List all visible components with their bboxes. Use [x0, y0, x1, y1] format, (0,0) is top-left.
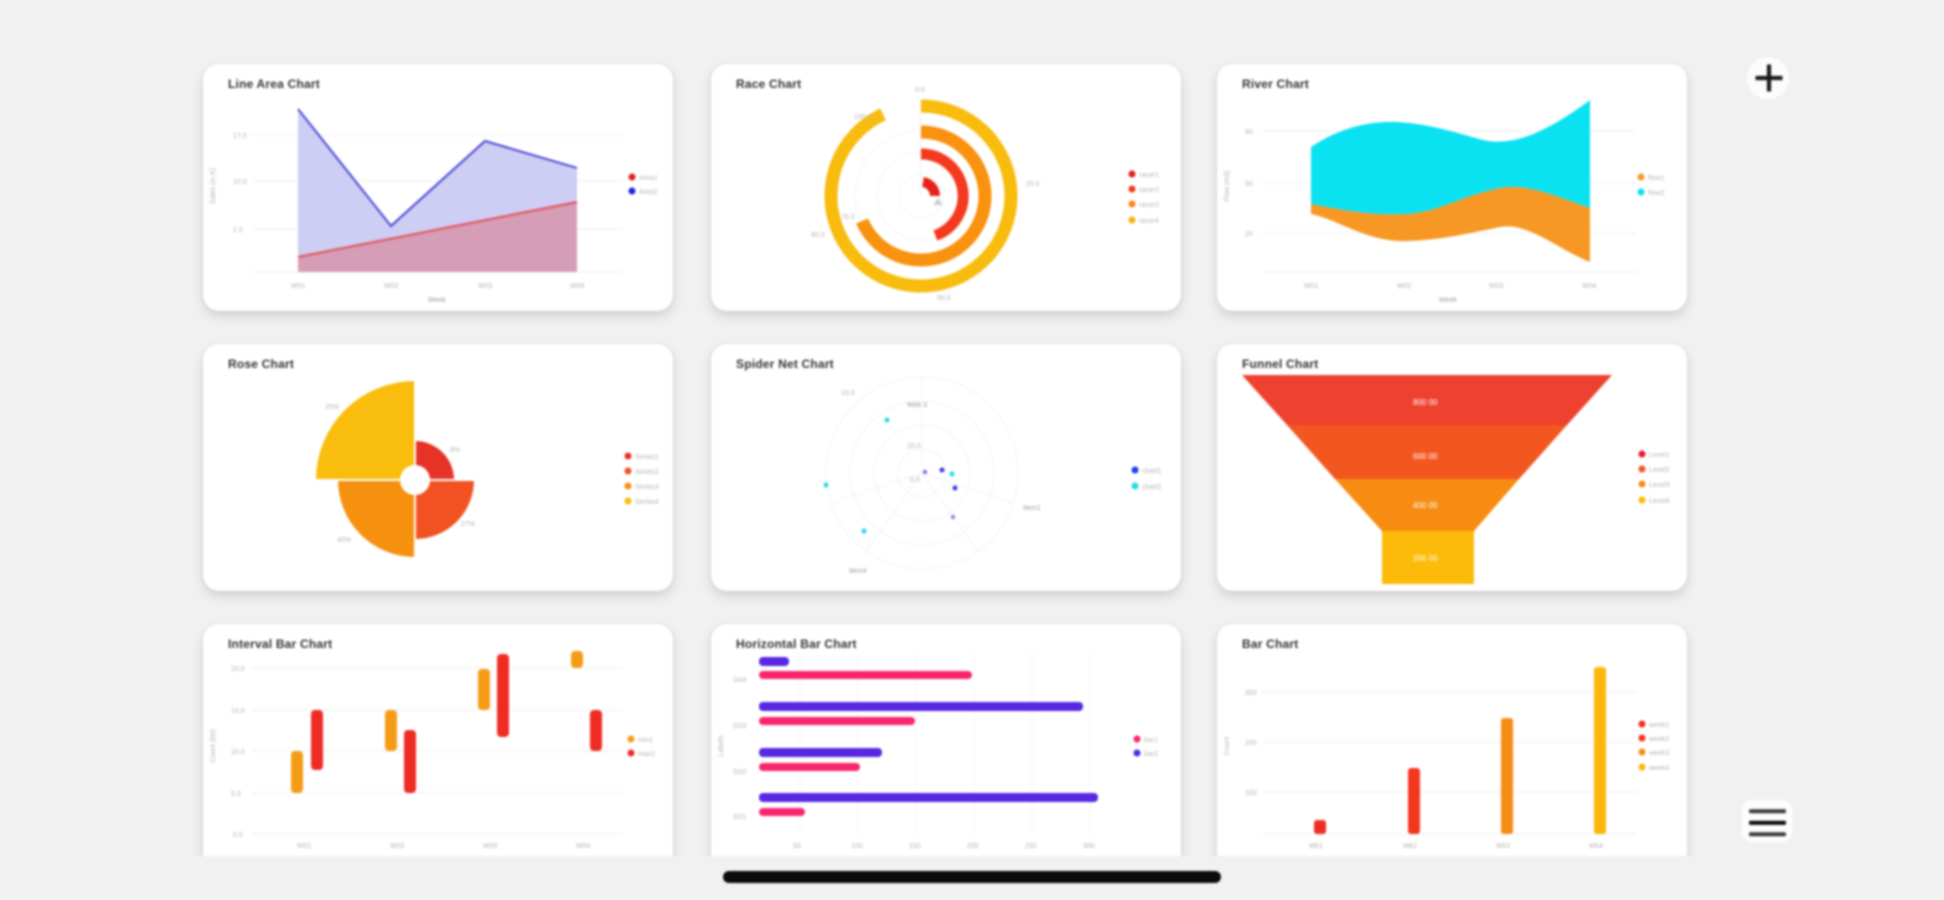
svg-text:27%: 27% — [461, 521, 475, 528]
svg-text:0.0: 0.0 — [910, 477, 920, 484]
svg-text:Wk3: Wk3 — [1496, 843, 1510, 850]
svg-text:600 00: 600 00 — [1413, 452, 1438, 461]
svg-text:Level3: Level3 — [1649, 482, 1670, 489]
svg-text:bar1: bar1 — [1144, 737, 1158, 744]
svg-text:racer2: racer2 — [1139, 187, 1159, 194]
svg-text:Area1: Area1 — [639, 175, 658, 182]
svg-text:17.5: 17.5 — [233, 133, 247, 140]
svg-text:Item1: Item1 — [1023, 505, 1041, 512]
svg-text:5.0: 5.0 — [231, 791, 241, 798]
svg-text:W02: W02 — [384, 283, 399, 290]
svg-text:Item4: Item4 — [849, 568, 867, 575]
svg-text:800 00: 800 00 — [1413, 398, 1438, 407]
svg-text:25%: 25% — [325, 404, 339, 411]
svg-text:W03: W03 — [478, 283, 493, 290]
svg-text:200 00: 200 00 — [1413, 554, 1438, 563]
svg-text:W04: W04 — [576, 843, 591, 850]
svg-text:week1: week1 — [1648, 722, 1669, 729]
svg-text:W03: W03 — [483, 843, 498, 850]
svg-text:W01: W01 — [1304, 283, 1319, 290]
svg-text:100.0: 100.0 — [854, 114, 872, 121]
svg-text:Labels: Labels — [718, 735, 725, 756]
svg-text:W01: W01 — [297, 843, 312, 850]
svg-text:75.0: 75.0 — [841, 214, 855, 221]
svg-text:Week: Week — [1439, 297, 1457, 304]
svg-text:W01: W01 — [291, 283, 306, 290]
svg-text:G01: G01 — [733, 814, 746, 821]
svg-text:100: 100 — [851, 843, 863, 850]
svg-text:Sales (in K): Sales (in K) — [210, 168, 217, 204]
svg-text:200: 200 — [967, 843, 979, 850]
svg-text:400 00: 400 00 — [1413, 501, 1438, 510]
svg-text:Count: Count — [1224, 737, 1231, 756]
svg-text:50: 50 — [793, 843, 801, 850]
svg-text:90.0: 90.0 — [811, 232, 825, 239]
svg-text:40%: 40% — [337, 537, 351, 544]
svg-text:20: 20 — [1245, 231, 1253, 238]
svg-text:max2: max2 — [638, 751, 655, 758]
svg-text:Series3: Series3 — [635, 484, 659, 491]
svg-text:100: 100 — [1245, 790, 1257, 797]
svg-text:0.0: 0.0 — [915, 87, 925, 94]
svg-text:week4: week4 — [1648, 765, 1669, 772]
svg-text:Web 3: Web 3 — [907, 402, 927, 409]
svg-text:Area2: Area2 — [639, 189, 658, 196]
svg-text:week2: week2 — [1648, 736, 1669, 743]
svg-text:Series2: Series2 — [635, 469, 659, 476]
svg-text:Series1: Series1 — [635, 454, 659, 461]
svg-text:20.0: 20.0 — [231, 666, 245, 673]
svg-text:250: 250 — [1025, 843, 1037, 850]
svg-text:8%: 8% — [450, 447, 460, 454]
svg-text:G02: G02 — [733, 769, 746, 776]
svg-text:racer3: racer3 — [1139, 202, 1159, 209]
svg-text:15.0: 15.0 — [231, 708, 245, 715]
svg-text:200: 200 — [1245, 740, 1257, 747]
svg-text:Count (list): Count (list) — [210, 729, 217, 763]
svg-text:2.5: 2.5 — [233, 227, 243, 234]
svg-text:300: 300 — [1245, 690, 1257, 697]
svg-text:min1: min1 — [638, 737, 653, 744]
svg-text:week3: week3 — [1648, 750, 1669, 757]
svg-text:10.0: 10.0 — [841, 390, 855, 397]
svg-text:W02: W02 — [390, 843, 405, 850]
svg-text:G03: G03 — [733, 723, 746, 730]
svg-text:10.0: 10.0 — [233, 179, 247, 186]
svg-text:W03: W03 — [1489, 283, 1504, 290]
svg-text:Week: Week — [428, 297, 446, 304]
svg-text:300: 300 — [1083, 843, 1095, 850]
svg-text:50: 50 — [1245, 181, 1253, 188]
svg-text:Wk4: Wk4 — [1589, 843, 1603, 850]
svg-text:Flow (m3): Flow (m3) — [1224, 170, 1231, 201]
svg-text:bar2: bar2 — [1144, 751, 1158, 758]
svg-text:W02: W02 — [1397, 283, 1412, 290]
svg-text:W04: W04 — [1582, 283, 1597, 290]
svg-text:racer1: racer1 — [1139, 172, 1159, 179]
svg-text:10.0: 10.0 — [231, 749, 245, 756]
svg-text:Level1: Level1 — [1649, 452, 1670, 459]
svg-text:20.0: 20.0 — [907, 443, 921, 450]
svg-text:Wk1: Wk1 — [1309, 843, 1323, 850]
svg-text:Level4: Level4 — [1649, 498, 1670, 505]
svg-text:0.0: 0.0 — [233, 832, 243, 839]
svg-text:racer4: racer4 — [1139, 218, 1159, 225]
svg-text:Level2: Level2 — [1649, 467, 1670, 474]
svg-text:chart2: chart2 — [1142, 484, 1162, 491]
svg-text:flow1: flow1 — [1648, 175, 1664, 182]
svg-text:chart1: chart1 — [1142, 468, 1162, 475]
svg-text:25.0: 25.0 — [1026, 181, 1040, 188]
svg-text:W04: W04 — [570, 283, 585, 290]
svg-text:50.0: 50.0 — [937, 295, 951, 302]
svg-text:G04: G04 — [733, 677, 746, 684]
svg-text:150: 150 — [909, 843, 921, 850]
svg-text:80: 80 — [1245, 129, 1253, 136]
svg-text:Wk2: Wk2 — [1403, 843, 1417, 850]
svg-text:flow2: flow2 — [1648, 190, 1664, 197]
svg-text:Series4: Series4 — [635, 499, 659, 506]
